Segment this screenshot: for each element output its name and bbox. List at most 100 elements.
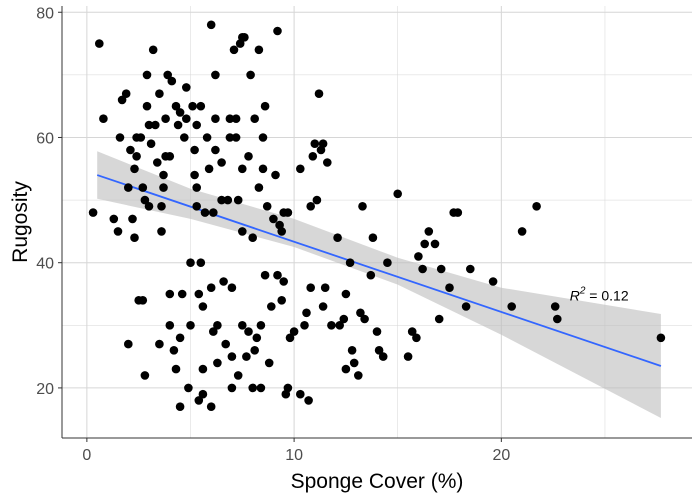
data-point (192, 202, 201, 211)
data-point (225, 133, 235, 142)
data-point (256, 321, 266, 330)
data-point (254, 183, 264, 192)
data-point (175, 402, 185, 412)
data-point (190, 170, 199, 180)
data-point (260, 101, 270, 111)
data-point (488, 277, 498, 286)
data-point (227, 283, 237, 293)
data-point (267, 302, 276, 311)
data-point (157, 202, 166, 211)
confidence-band (97, 151, 661, 419)
data-point (258, 164, 268, 174)
data-point (304, 396, 313, 405)
data-point (248, 383, 257, 393)
data-point (175, 333, 185, 343)
data-point (159, 170, 168, 180)
data-point (403, 352, 413, 361)
data-point (144, 120, 154, 130)
data-point (445, 283, 454, 293)
data-point (532, 202, 541, 211)
data-point (277, 227, 287, 236)
data-point (194, 396, 204, 405)
regression-line (96, 174, 662, 367)
data-point (656, 333, 666, 343)
r-squared-annotation: R2 = 0.12 (570, 285, 629, 303)
data-point (279, 277, 289, 286)
data-point (308, 152, 318, 161)
y-axis-title: Rugosity (9, 181, 32, 263)
data-point (517, 227, 527, 236)
data-point (407, 327, 417, 336)
data-point (206, 20, 216, 30)
data-point (204, 164, 214, 174)
data-point (453, 208, 463, 217)
data-point (349, 358, 359, 368)
r-squared-value: = 0.12 (585, 287, 628, 303)
data-point (507, 302, 516, 311)
data-point (339, 314, 349, 324)
data-point (347, 346, 357, 355)
data-point (196, 101, 206, 111)
data-point (169, 346, 179, 355)
data-point (88, 208, 98, 217)
confidence-ribbon (97, 151, 661, 419)
data-point (412, 333, 421, 343)
data-point (130, 233, 139, 242)
data-point (233, 371, 243, 380)
data-point (277, 296, 287, 305)
data-point (196, 258, 206, 268)
data-point (358, 202, 367, 211)
data-point (95, 39, 104, 48)
data-point (244, 152, 253, 161)
data-point (142, 70, 152, 80)
data-point (165, 321, 175, 330)
data-point (418, 264, 427, 274)
data-point (360, 314, 369, 324)
data-point (194, 289, 204, 299)
data-point (126, 145, 135, 155)
data-point (155, 89, 164, 98)
data-point (229, 45, 239, 55)
data-point (323, 158, 332, 167)
data-point (124, 339, 133, 349)
data-point (180, 133, 189, 142)
data-point (142, 101, 152, 111)
data-point (242, 352, 251, 361)
data-point (289, 327, 299, 336)
data-point (283, 208, 293, 217)
data-point (306, 283, 316, 293)
data-point (140, 371, 150, 380)
data-point (335, 321, 345, 330)
data-point (345, 258, 355, 268)
data-point (121, 89, 131, 98)
data-point (434, 314, 444, 324)
data-point (314, 89, 324, 98)
data-point (138, 183, 148, 192)
data-point (260, 270, 270, 280)
data-point (246, 70, 255, 80)
data-point (436, 264, 446, 274)
y-tick-label: 40 (36, 256, 54, 273)
data-point (188, 101, 197, 111)
data-point (306, 202, 316, 211)
data-point (182, 83, 191, 92)
data-point (264, 358, 274, 368)
data-point (213, 321, 222, 330)
data-point (219, 277, 228, 286)
axes (58, 6, 692, 442)
data-point (271, 170, 280, 180)
fit-line-group (96, 174, 662, 367)
data-point (209, 327, 218, 336)
data-point (231, 133, 241, 142)
data-point (248, 233, 257, 242)
data-point (318, 302, 328, 311)
data-point (269, 214, 278, 224)
data-point (99, 114, 108, 123)
data-point (368, 233, 378, 242)
data-point (200, 208, 210, 217)
data-point (113, 227, 123, 236)
data-point (256, 383, 266, 393)
data-point (372, 327, 382, 336)
data-point (238, 164, 247, 174)
